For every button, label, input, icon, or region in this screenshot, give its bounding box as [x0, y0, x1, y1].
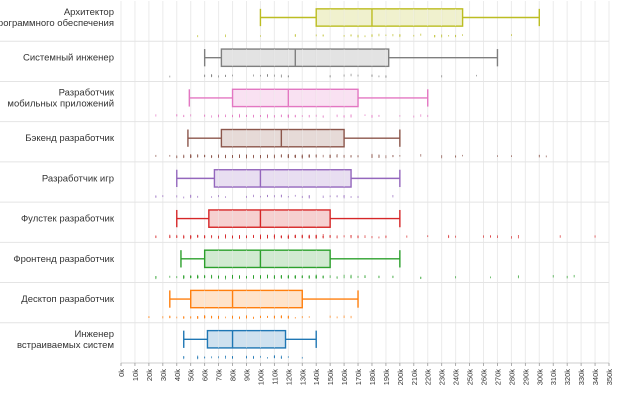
box-series [197, 8, 540, 38]
x-tick-label: 250k [466, 369, 475, 386]
x-tick-label: 150k [326, 369, 335, 386]
category-label: Фронтенд разработчик [13, 254, 114, 265]
x-tick-label: 330k [577, 369, 586, 386]
x-tick-label: 100k [256, 369, 265, 386]
x-tick-label: 80k [229, 369, 238, 381]
x-tick-label: 160k [340, 369, 349, 386]
x-tick-label: 110k [270, 369, 279, 385]
category-label: программного обеспечения [0, 18, 114, 29]
x-tick-label: 210k [410, 369, 419, 386]
x-tick-label: 340k [591, 369, 600, 386]
x-tick-label: 310k [549, 369, 558, 386]
x-tick-label: 10k [131, 369, 140, 381]
x-tick-label: 90k [242, 369, 251, 381]
box-iqr [220, 128, 345, 148]
x-tick-label: 20k [145, 369, 154, 381]
x-tick-label: 230k [438, 369, 447, 386]
tick-layer: 0k 10k 20k 30k 40k 50k 60k 70k 80k 90k 100k 110k 120… [117, 363, 614, 385]
box-series [148, 289, 359, 320]
x-tick-label: 70k [215, 369, 224, 381]
x-tick-label: 270k [493, 369, 502, 386]
x-tick-label: 130k [298, 369, 307, 386]
box-iqr [203, 249, 331, 269]
box-series [169, 48, 499, 78]
x-tick-label: 320k [563, 369, 572, 386]
x-tick-label: 300k [535, 369, 544, 386]
box-series [155, 169, 401, 199]
x-tick-label: 350k [605, 369, 614, 386]
category-label: встраиваемых систем [17, 340, 114, 351]
box-iqr [208, 209, 331, 228]
category-label: Системный инженер [23, 53, 114, 64]
x-tick-label: 120k [284, 369, 293, 386]
x-tick-label: 190k [382, 369, 391, 386]
x-tick-label: 280k [507, 369, 516, 386]
x-tick-label: 30k [159, 369, 168, 381]
box-series [155, 88, 429, 119]
category-label: Десктоп разработчик [21, 294, 115, 305]
box-series [155, 128, 547, 159]
x-tick-label: 290k [521, 369, 530, 386]
x-tick-label: 60k [201, 369, 210, 381]
category-label: мобильных приложений [7, 98, 114, 109]
x-tick-label: 260k [480, 369, 489, 386]
x-tick-label: 170k [354, 369, 363, 386]
x-tick-label: 0k [117, 369, 126, 377]
box-series [183, 329, 317, 360]
category-label: Бэкенд разработчик [25, 133, 115, 144]
box-iqr [213, 169, 352, 188]
box-series [155, 209, 596, 240]
category-label: Разработчик игр [42, 173, 114, 184]
category-label: Архитектор [64, 7, 114, 18]
box-iqr [220, 48, 390, 68]
box-iqr [315, 8, 464, 27]
plot-layer [148, 8, 596, 360]
x-tick-label: 40k [173, 369, 182, 381]
x-tick-label: 220k [424, 369, 433, 386]
x-tick-label: 50k [187, 369, 196, 381]
category-label: Инженер [74, 329, 114, 340]
x-tick-label: 200k [396, 369, 405, 386]
x-tick-label: 180k [368, 369, 377, 386]
x-tick-label: 140k [312, 369, 321, 386]
category-label: Фулстек разработчик [21, 214, 115, 225]
category-label: Разработчик [59, 87, 115, 98]
box-series [155, 249, 575, 280]
box-iqr [231, 88, 359, 108]
x-tick-label: 240k [452, 369, 461, 386]
